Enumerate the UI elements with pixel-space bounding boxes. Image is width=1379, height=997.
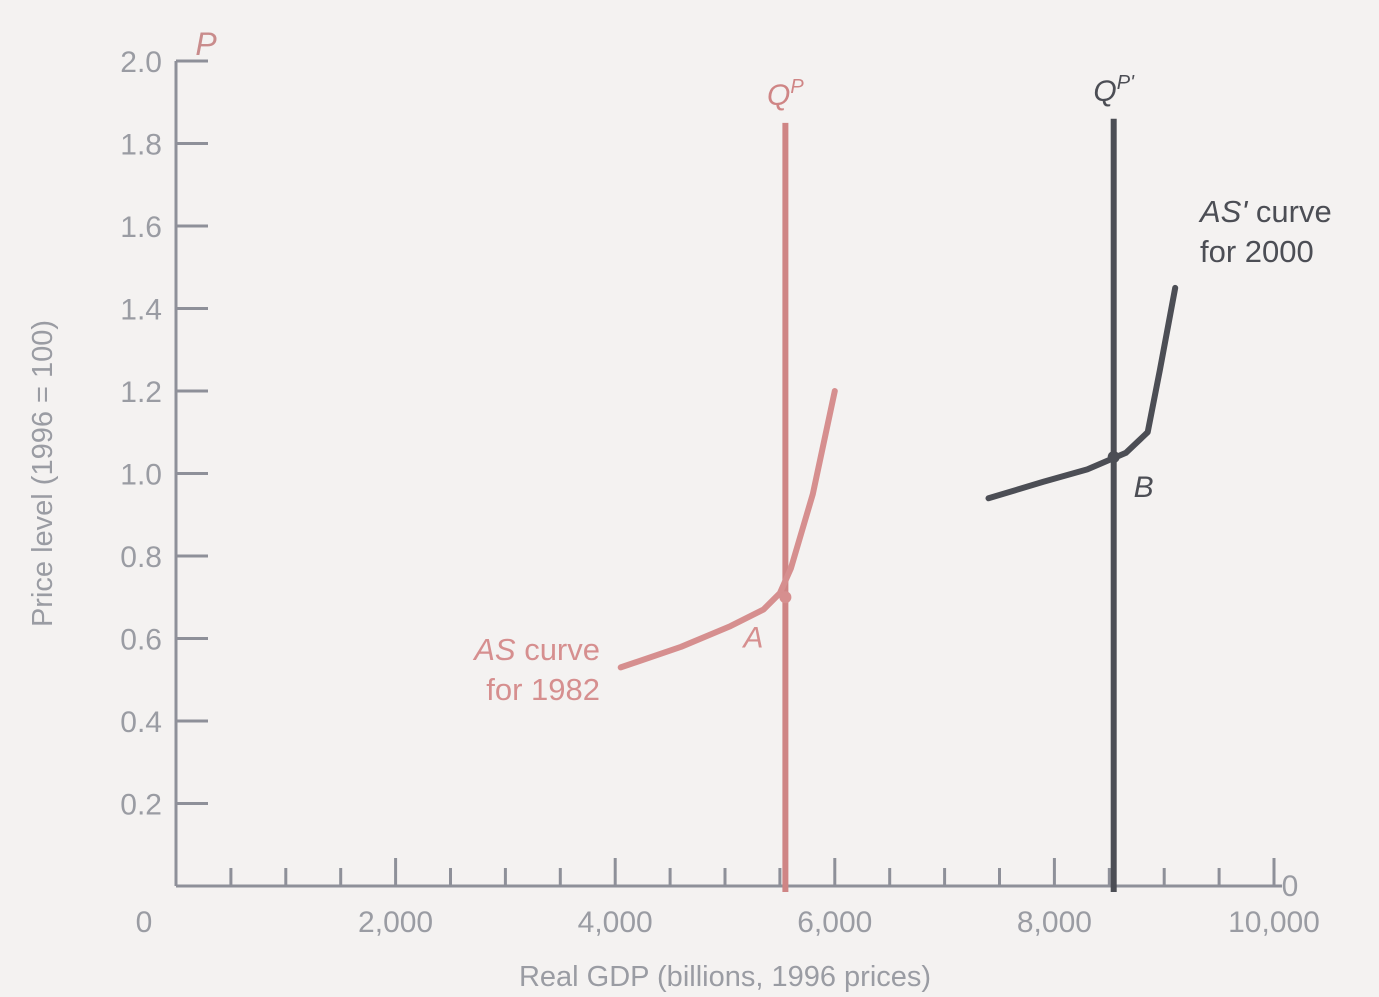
as_1982-label-line2: for 1982 <box>486 672 600 707</box>
y-tick-label: 1.0 <box>120 459 162 492</box>
point-B <box>1107 451 1120 463</box>
as_1982-label-line1: AS curve <box>472 632 600 667</box>
y-tick-label: 0.4 <box>120 706 162 739</box>
y-tick-label: 1.2 <box>120 376 162 409</box>
as_2000-curve <box>985 284 1179 502</box>
x-tick-label: 2,000 <box>358 906 433 939</box>
x-tick-label: 6,000 <box>797 906 872 939</box>
y-tick-label: 1.8 <box>120 129 162 162</box>
point-B-label: B <box>1134 471 1154 504</box>
as_1982-curve <box>617 388 838 671</box>
y-tick-label: 1.4 <box>120 294 162 327</box>
qp_2000-label: QP' <box>1093 72 1135 108</box>
x-axis-title: Real GDP (billions, 1996 prices) <box>519 961 931 993</box>
point-A-label: A <box>741 621 763 654</box>
y-tick-label: 0.2 <box>120 789 162 822</box>
qp_1982-label: QP <box>767 76 804 112</box>
x-origin-label: 0 <box>136 906 153 939</box>
as_2000-label-line2: for 2000 <box>1200 234 1314 269</box>
right-zero-label: 0 <box>1282 870 1299 903</box>
as_2000-label-line1: AS' curve <box>1198 194 1332 229</box>
x-tick-label: 8,000 <box>1017 906 1092 939</box>
x-tick-label: 4,000 <box>578 906 653 939</box>
y-tick-label: 0.6 <box>120 624 162 657</box>
y-tick-label: 2.0 <box>120 46 162 79</box>
y-axis-letter: P <box>195 26 217 62</box>
x-tick-label: 10,000 <box>1228 906 1320 939</box>
y-tick-label: 0.8 <box>120 541 162 574</box>
point-A <box>779 591 792 604</box>
y-axis-title: Price level (1996 = 100) <box>27 320 59 627</box>
y-tick-label: 1.6 <box>120 211 162 244</box>
